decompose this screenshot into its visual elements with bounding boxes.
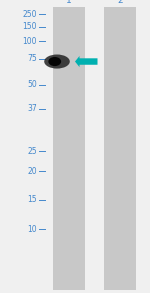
Bar bbox=[104, 7, 136, 290]
Text: 15: 15 bbox=[27, 195, 37, 204]
Text: 10: 10 bbox=[27, 225, 37, 234]
Text: 150: 150 bbox=[22, 23, 37, 31]
Text: 75: 75 bbox=[27, 54, 37, 63]
Text: 50: 50 bbox=[27, 81, 37, 89]
Text: 25: 25 bbox=[27, 147, 37, 156]
Text: 2: 2 bbox=[117, 0, 123, 5]
Text: 37: 37 bbox=[27, 105, 37, 113]
FancyArrow shape bbox=[75, 56, 98, 67]
Text: 20: 20 bbox=[27, 167, 37, 176]
Text: 250: 250 bbox=[22, 10, 37, 18]
Text: 100: 100 bbox=[22, 37, 37, 45]
Bar bbox=[53, 7, 85, 290]
Ellipse shape bbox=[44, 54, 70, 69]
Text: 1: 1 bbox=[66, 0, 72, 5]
Ellipse shape bbox=[48, 57, 61, 66]
